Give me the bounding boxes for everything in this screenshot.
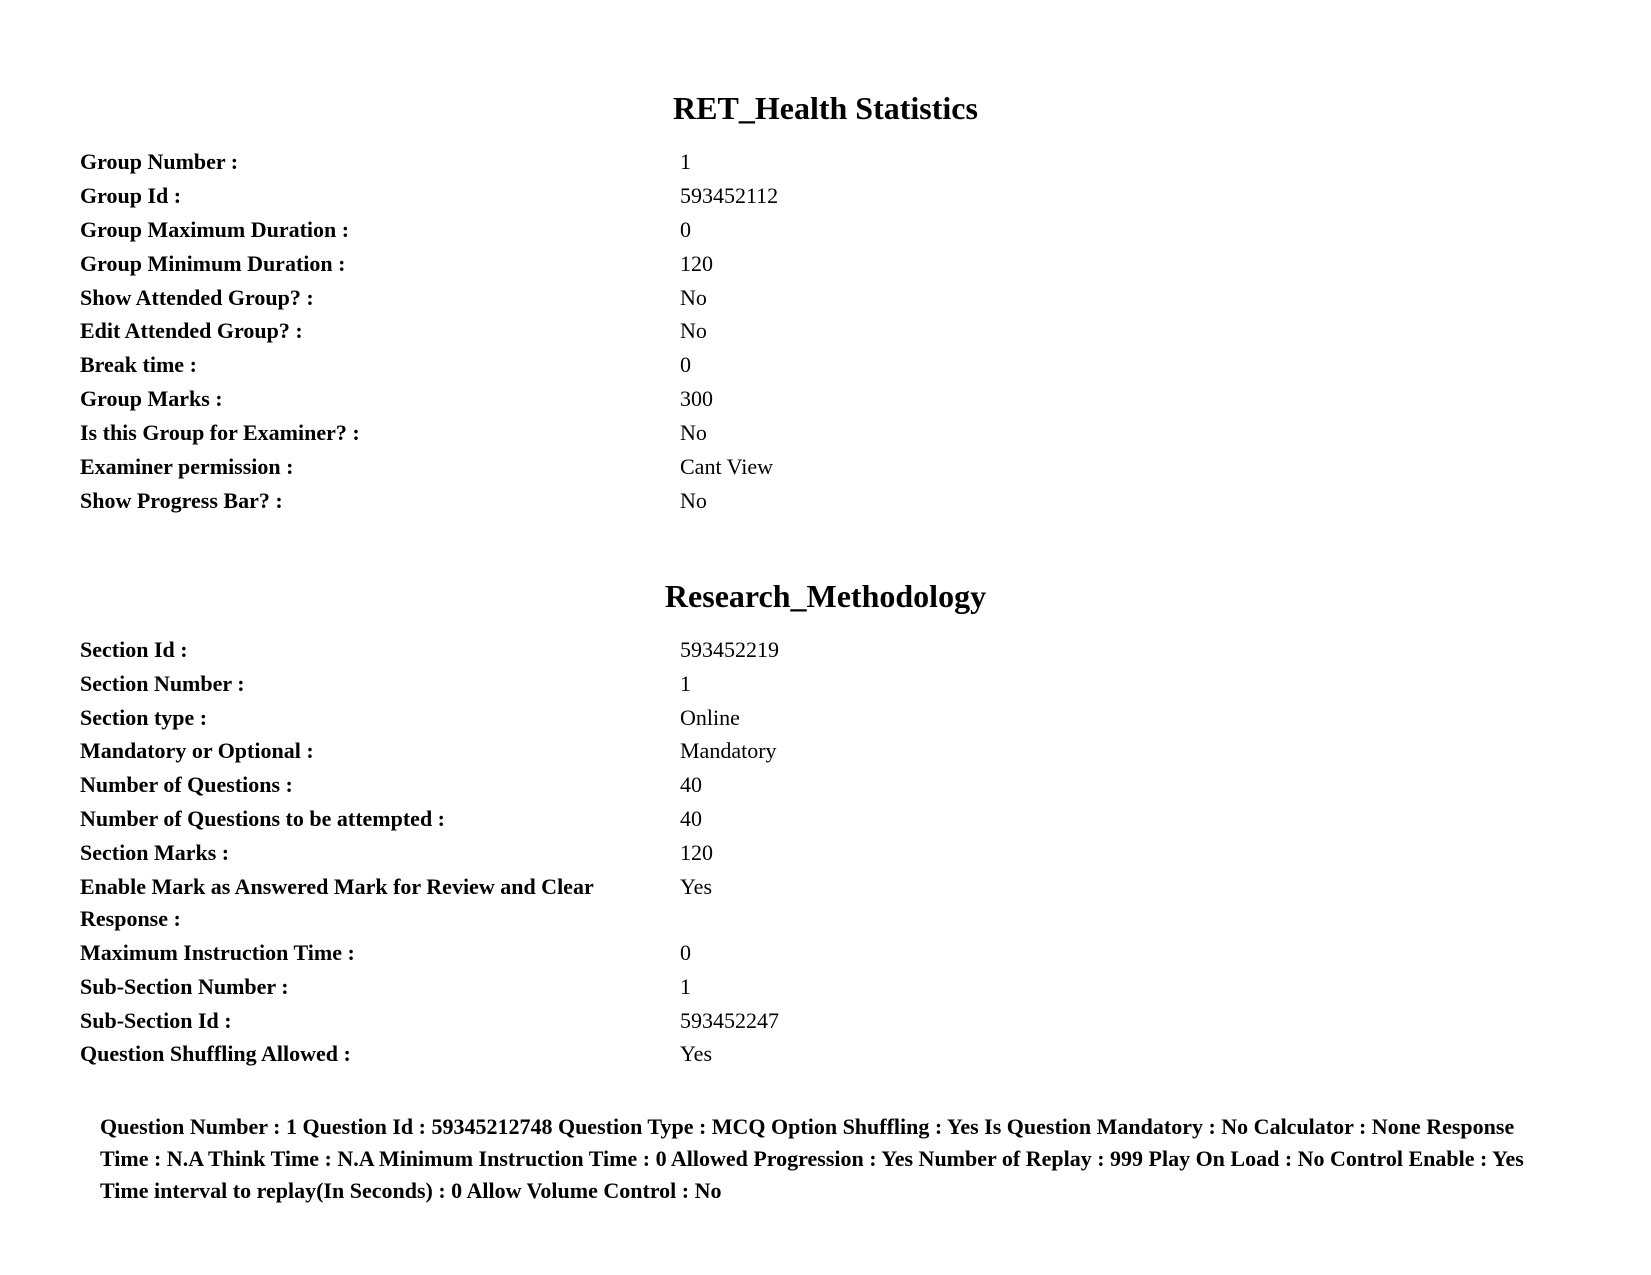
group-value: No [680,484,1571,518]
section-value: Yes [680,1037,1571,1071]
section-label: Sub-Section Id : [80,1004,680,1038]
section-row: Section Marks :120 [80,836,1571,870]
group-section: RET_Health Statistics Group Number :1Gro… [80,90,1571,518]
group-value: 120 [680,247,1571,281]
group-label: Group Number : [80,145,680,179]
group-label: Show Attended Group? : [80,281,680,315]
group-row: Edit Attended Group? :No [80,314,1571,348]
section-label: Question Shuffling Allowed : [80,1037,680,1071]
group-label: Break time : [80,348,680,382]
group-row: Group Minimum Duration :120 [80,247,1571,281]
section-label: Section Number : [80,667,680,701]
section-row: Mandatory or Optional :Mandatory [80,734,1571,768]
section-value: 593452219 [680,633,1571,667]
group-row: Group Number :1 [80,145,1571,179]
section-label: Section Marks : [80,836,680,870]
group-value: 300 [680,382,1571,416]
section-label: Maximum Instruction Time : [80,936,680,970]
group-kv-table: Group Number :1Group Id :593452112Group … [80,145,1571,518]
section-value: Online [680,701,1571,735]
section-label: Sub-Section Number : [80,970,680,1004]
group-row: Group Maximum Duration :0 [80,213,1571,247]
section-value: 0 [680,936,1571,970]
section-row: Enable Mark as Answered Mark for Review … [80,870,1571,936]
section-row: Section Number :1 [80,667,1571,701]
group-row: Show Progress Bar? :No [80,484,1571,518]
group-title: RET_Health Statistics [80,90,1571,127]
group-label: Group Marks : [80,382,680,416]
group-value: 1 [680,145,1571,179]
section-label: Enable Mark as Answered Mark for Review … [80,870,680,936]
section-label: Number of Questions to be attempted : [80,802,680,836]
group-row: Show Attended Group? :No [80,281,1571,315]
group-label: Show Progress Bar? : [80,484,680,518]
group-value: 0 [680,213,1571,247]
group-row: Examiner permission :Cant View [80,450,1571,484]
group-value: Cant View [680,450,1571,484]
section-value: 593452247 [680,1004,1571,1038]
section-label: Mandatory or Optional : [80,734,680,768]
group-row: Is this Group for Examiner? :No [80,416,1571,450]
section-row: Question Shuffling Allowed :Yes [80,1037,1571,1071]
group-value: No [680,416,1571,450]
group-label: Edit Attended Group? : [80,314,680,348]
group-label: Group Id : [80,179,680,213]
section-value: 40 [680,768,1571,802]
section-value: Mandatory [680,734,1571,768]
section-kv-table: Section Id :593452219Section Number :1Se… [80,633,1571,1072]
section-value: 40 [680,802,1571,836]
group-value: No [680,314,1571,348]
group-value: No [680,281,1571,315]
section-row: Section type :Online [80,701,1571,735]
section-row: Number of Questions :40 [80,768,1571,802]
section-section: Research_Methodology Section Id :5934522… [80,578,1571,1072]
group-row: Group Marks :300 [80,382,1571,416]
section-title: Research_Methodology [80,578,1571,615]
section-label: Section Id : [80,633,680,667]
section-value: 120 [680,836,1571,870]
group-value: 0 [680,348,1571,382]
section-value: 1 [680,970,1571,1004]
group-label: Is this Group for Examiner? : [80,416,680,450]
section-label: Section type : [80,701,680,735]
section-row: Sub-Section Id :593452247 [80,1004,1571,1038]
section-value: Yes [680,870,1571,936]
group-label: Group Minimum Duration : [80,247,680,281]
section-row: Sub-Section Number :1 [80,970,1571,1004]
group-value: 593452112 [680,179,1571,213]
group-label: Group Maximum Duration : [80,213,680,247]
group-label: Examiner permission : [80,450,680,484]
section-row: Number of Questions to be attempted :40 [80,802,1571,836]
question-meta-text: Question Number : 1 Question Id : 593452… [80,1111,1571,1207]
group-row: Break time :0 [80,348,1571,382]
section-label: Number of Questions : [80,768,680,802]
section-row: Section Id :593452219 [80,633,1571,667]
section-row: Maximum Instruction Time :0 [80,936,1571,970]
group-row: Group Id :593452112 [80,179,1571,213]
section-value: 1 [680,667,1571,701]
